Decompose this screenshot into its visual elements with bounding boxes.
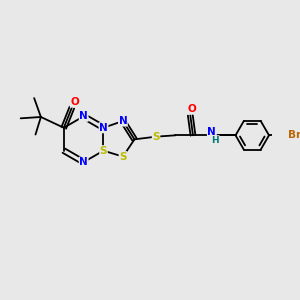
Text: Br: Br (288, 130, 300, 140)
Text: N: N (118, 116, 127, 126)
Text: O: O (187, 104, 196, 114)
Text: H: H (212, 136, 219, 145)
Text: O: O (70, 97, 79, 107)
Text: N: N (208, 127, 216, 137)
Text: S: S (119, 152, 127, 162)
Text: N: N (79, 111, 88, 121)
Text: S: S (152, 132, 160, 142)
Text: N: N (99, 123, 108, 133)
Text: N: N (79, 157, 88, 167)
Text: S: S (100, 146, 107, 156)
